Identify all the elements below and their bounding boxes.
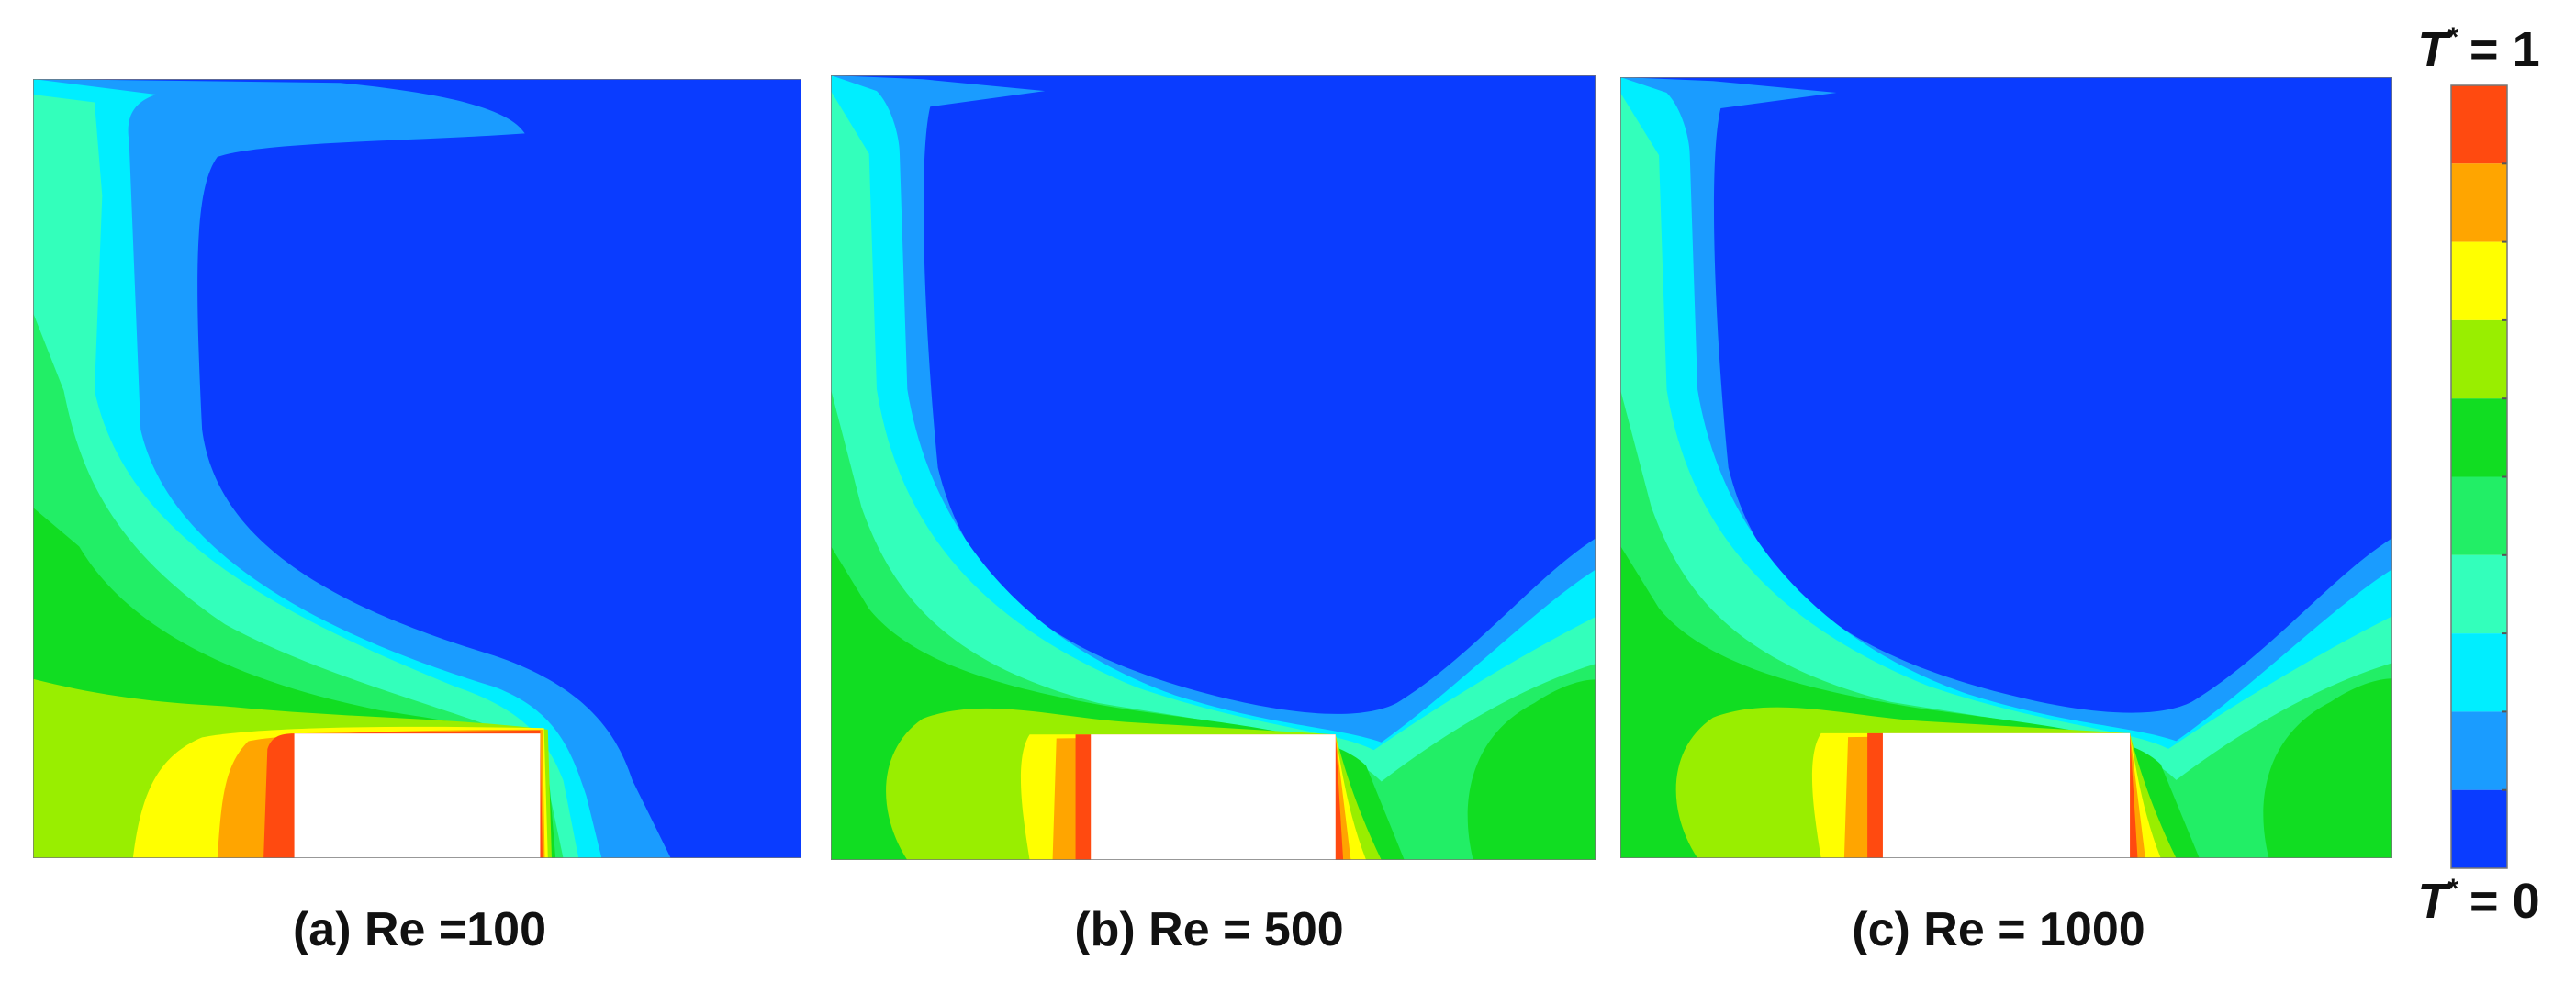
contour-panel (831, 75, 1596, 860)
symbol: T (2417, 874, 2451, 929)
contour-panel (1620, 77, 2392, 858)
colorbar (2450, 84, 2508, 869)
contour-panel (33, 79, 801, 858)
superscript: * (2447, 22, 2458, 52)
label-text: = 0 (2470, 874, 2540, 929)
label-text: = 1 (2470, 22, 2540, 77)
symbol: T (2417, 22, 2451, 77)
superscript: * (2447, 874, 2458, 904)
colorbar-max-label: T* = 1 (2417, 22, 2539, 77)
panel-caption: (c) Re = 1000 (1852, 903, 2145, 956)
colorbar-min-label: T* = 0 (2417, 874, 2539, 929)
panel-caption: (a) Re =100 (293, 903, 546, 956)
panel-caption: (b) Re = 500 (1074, 903, 1343, 956)
